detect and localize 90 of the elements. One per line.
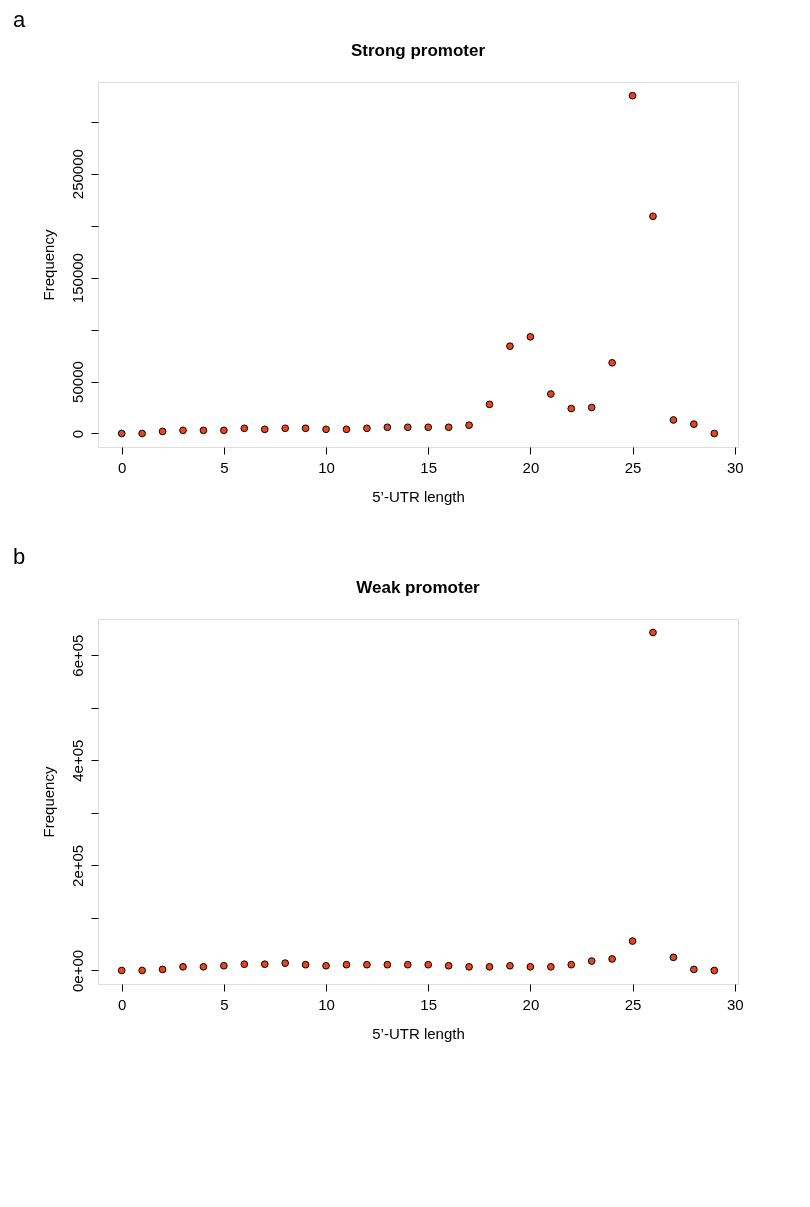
point [301,424,310,433]
point [424,960,433,969]
chart-title: Strong promoter [350,41,486,60]
point [199,962,208,971]
point [587,403,596,412]
point [260,425,269,434]
point [220,961,228,970]
y-tick-label: 0 [68,429,86,439]
x-tick-label: 5 [220,458,229,476]
point [567,404,576,413]
y-tick-label: 4e+05 [68,739,86,782]
point [608,358,616,367]
point [526,962,535,971]
y-tick-label: 50000 [68,361,86,403]
point [710,966,719,975]
y-axis-title: Frequency [39,229,57,301]
point [649,628,657,637]
x-tick-label: 5 [220,995,229,1013]
point [281,959,290,967]
x-tick-label: 10 [318,458,335,476]
x-tick-label: 25 [624,458,642,476]
y-tick-label: 0e+00 [68,949,86,993]
x-tick-label: 30 [726,995,744,1013]
point [342,425,351,434]
x-tick-label: 20 [522,995,540,1013]
point [301,960,310,969]
point [506,342,514,351]
point [546,390,555,398]
point [403,423,412,432]
y-tick-label: 150000 [68,253,86,304]
point [383,423,392,432]
point [669,416,678,424]
point [322,425,330,434]
point [220,426,228,435]
text: a [13,7,26,32]
x-tick-label: 30 [726,458,744,476]
point [260,960,269,969]
point [690,965,698,974]
x-axis-title: 5’-UTR length [372,1024,465,1042]
point [342,960,351,969]
y-axis-title: Frequency [39,766,57,838]
point [628,937,637,945]
x-tick-label: 15 [420,458,438,476]
point [587,957,596,965]
x-tick-label: 10 [318,995,335,1013]
point [322,961,330,970]
x-tick-label: 25 [624,995,642,1013]
point [465,962,473,971]
point [281,424,290,433]
point [567,960,576,969]
point [506,961,514,970]
y-tick-label: 6e+05 [68,634,86,677]
point [117,966,126,975]
point [158,427,167,436]
point [158,965,167,974]
point [199,426,208,435]
point [179,426,187,435]
point [649,212,657,221]
point [669,953,678,962]
x-tick-label: 15 [420,995,438,1013]
point [179,962,187,971]
point [690,420,698,428]
x-tick-label: 20 [522,458,540,476]
x-axis-title: 5’-UTR length [372,487,465,505]
x-tick-label: 0 [118,995,127,1013]
point [465,421,473,430]
y-tick-label: 250000 [68,149,86,200]
y-tick-label: 2e+05 [68,844,86,887]
point [363,960,371,969]
text: b [13,544,26,569]
point [485,400,494,409]
point [424,423,433,432]
point [240,424,249,433]
point [444,961,453,970]
point [546,962,555,971]
point [608,955,616,963]
point [383,960,392,969]
point [403,960,412,969]
point [138,429,146,438]
point [526,332,535,341]
point [117,429,126,438]
point [444,423,453,432]
chart-title: Weak promoter [356,578,481,597]
point [628,91,637,100]
point [485,962,494,971]
point [240,960,249,969]
point [710,429,719,438]
x-tick-label: 0 [118,458,127,476]
point [138,966,146,975]
point [363,424,371,433]
